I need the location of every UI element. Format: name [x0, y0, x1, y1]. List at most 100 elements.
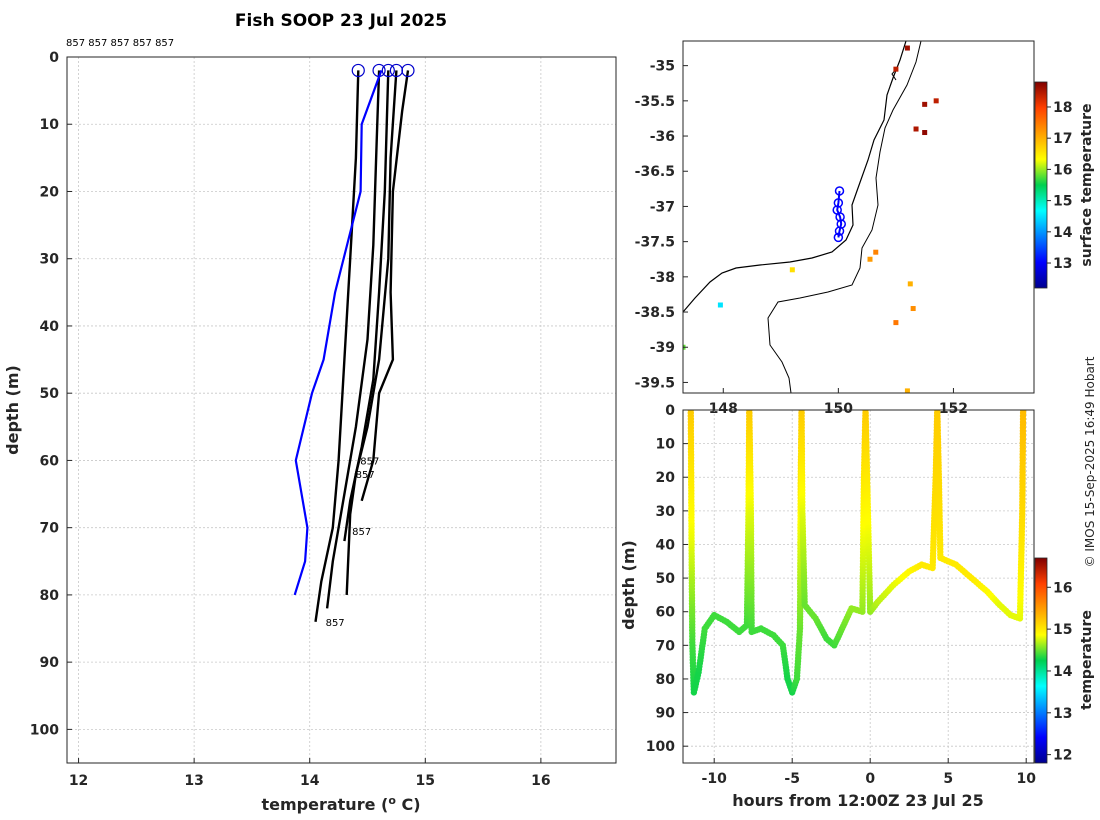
ship-track-station	[833, 232, 844, 243]
bathymetry-contour	[767, 41, 922, 393]
map-y-tick-label: -38	[650, 270, 675, 286]
time-y-tick-label: 70	[656, 638, 676, 654]
map-y-tick-label: -35	[650, 59, 675, 75]
ship-track-station	[835, 212, 845, 222]
profile-y-tick-label: 0	[49, 50, 59, 66]
profile-x-tick-label: 14	[300, 773, 320, 789]
map-colorbar-label: surface temperature	[1079, 103, 1095, 266]
profile-start-marker	[401, 63, 415, 78]
sst-pixel	[893, 66, 899, 72]
time-x-tick-label: -5	[784, 771, 800, 787]
time-x-tick-label: 5	[943, 771, 953, 787]
map-y-tick-label: -35.5	[635, 94, 675, 110]
sst-pixel	[913, 126, 919, 132]
map-colorbar-tick-label: 13	[1053, 256, 1072, 272]
time-x-tick-label: -10	[702, 771, 728, 787]
chart-title: Fish SOOP 23 Jul 2025	[235, 11, 447, 31]
map-colorbar-tick-label: 15	[1053, 194, 1072, 210]
profile-x-tick-label: 16	[531, 773, 550, 789]
map-x-tick-label: 152	[939, 401, 968, 417]
profile-id-label: 857	[326, 618, 345, 629]
time-depth-xlabel: hours from 12:00Z 23 Jul 25	[732, 791, 983, 810]
ship-track-station	[834, 226, 845, 236]
time-y-tick-label: 30	[656, 504, 676, 520]
climatology-line	[293, 70, 383, 596]
profile-x-tick-label: 12	[69, 773, 88, 789]
sst-pixel	[867, 256, 873, 262]
map-colorbar-tick-label: 18	[1053, 100, 1072, 116]
time-colorbar-tick-label: 14	[1053, 664, 1073, 680]
sst-pixel	[893, 320, 899, 326]
time-colorbar-tick-label: 13	[1053, 706, 1072, 722]
credit-text: © IMOS 15-Sep-2025 16:49 Hobart	[1083, 356, 1097, 567]
sst-pixel	[910, 306, 916, 312]
sst-pixel	[904, 45, 910, 51]
time-y-tick-label: 50	[656, 571, 676, 587]
map-panel: -35 -35.5 -36 -36.5 -37 -37.5 -38 -38.5 -39 -39.5…	[635, 40, 1095, 417]
profile-line	[360, 70, 410, 502]
ship-track-station	[834, 186, 845, 196]
profile-xlabel: temperature (o C)	[261, 794, 420, 814]
time-y-tick-label: 100	[646, 739, 675, 755]
profile-axes-box	[66, 56, 617, 764]
profile-y-tick-label: 40	[40, 319, 60, 335]
map-colorbar-tick-label: 17	[1053, 131, 1072, 147]
time-y-tick-label: 90	[656, 706, 676, 722]
coastline	[683, 41, 907, 313]
map-y-tick-label: -38.5	[635, 305, 675, 321]
sst-pixel	[907, 281, 913, 287]
profile-y-tick-label: 60	[40, 453, 60, 469]
profile-start-marker	[351, 63, 365, 78]
sst-pixel	[717, 302, 723, 308]
profile-line	[325, 70, 381, 609]
map-x-tick-label: 148	[709, 401, 738, 417]
profile-ylabel: depth (m)	[3, 365, 22, 455]
ship-track-station	[833, 198, 844, 208]
profile-y-tick-label: 50	[40, 386, 60, 402]
map-colorbar-tick-label: 14	[1053, 225, 1073, 241]
time-depth-colorbar	[1034, 557, 1048, 764]
profile-panel: 12 13 14 15 16 0 10 20 30 40 50 60 70 80 90 100 857 857 8…	[3, 50, 617, 814]
time-y-tick-label: 20	[656, 470, 676, 486]
profile-y-tick-label: 80	[40, 588, 60, 604]
profile-y-tick-label: 70	[40, 521, 60, 537]
map-y-tick-label: -39.5	[635, 375, 675, 391]
map-axes-box	[682, 40, 1035, 394]
sst-pixel	[789, 267, 795, 273]
map-x-tick-label: 150	[824, 401, 853, 417]
map-y-tick-label: -36.5	[635, 164, 675, 180]
profile-id-label: 857	[360, 456, 379, 467]
time-y-tick-label: 80	[656, 672, 676, 688]
profile-x-tick-label: 13	[184, 773, 203, 789]
temperature-sample-point	[1019, 410, 1027, 414]
sst-pixel	[873, 249, 879, 255]
sst-pixel	[904, 388, 910, 393]
time-depth-colorbar-label: temperature	[1079, 610, 1095, 710]
time-y-tick-label: 10	[656, 437, 676, 453]
profile-id-label: 857	[352, 527, 371, 538]
time-colorbar-tick-label: 15	[1053, 622, 1072, 638]
profile-y-tick-label: 30	[40, 252, 60, 268]
map-y-tick-label: -37	[650, 199, 675, 215]
profile-y-tick-label: 90	[40, 655, 60, 671]
profile-x-tick-label: 15	[416, 773, 435, 789]
profile-line	[343, 70, 390, 542]
profile-line	[345, 70, 398, 595]
profile-start-marker	[381, 63, 395, 78]
time-colorbar-tick-label: 16	[1053, 580, 1072, 596]
map-colorbar	[1034, 81, 1048, 289]
ship-track-line	[836, 190, 843, 238]
time-x-tick-label: 0	[865, 771, 875, 787]
sst-pixel	[933, 98, 939, 104]
map-y-tick-label: -36	[650, 129, 675, 145]
sst-pixel	[922, 101, 928, 107]
profile-y-tick-label: 20	[40, 184, 60, 200]
profile-id-list: 857 857 857 857 857	[66, 38, 174, 49]
profile-line	[314, 70, 360, 622]
time-depth-ylabel: depth (m)	[619, 540, 638, 630]
map-y-tick-label: -39	[650, 340, 675, 356]
time-y-tick-label: 40	[656, 537, 676, 553]
map-colorbar-tick-label: 16	[1053, 162, 1072, 178]
